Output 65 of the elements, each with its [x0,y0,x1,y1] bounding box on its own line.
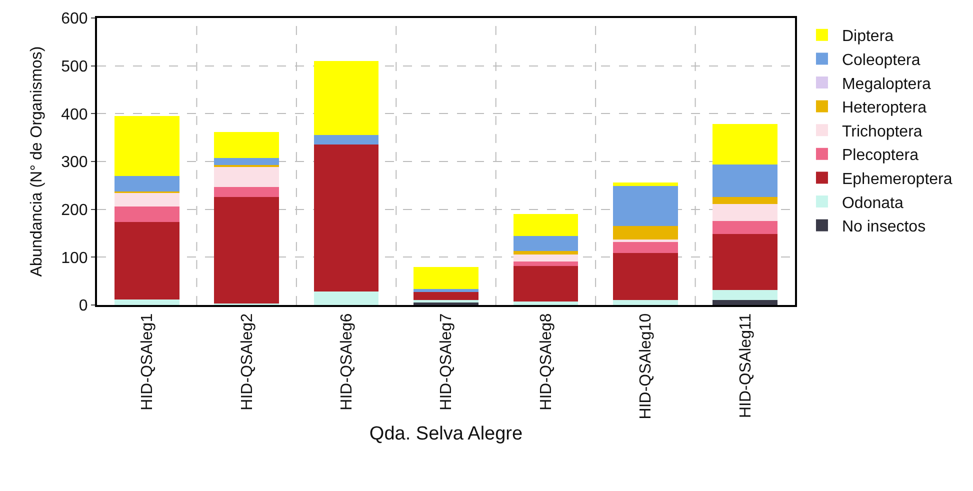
bar [613,300,678,305]
bar [114,116,180,176]
bar [214,132,279,158]
x-tick-label: HID-QSAleg11 [737,313,754,418]
x-tick-label: HID-QSAleg6 [338,313,356,410]
bar [613,186,678,226]
x-tick-label: HID-QSAleg8 [538,313,555,410]
bar [314,144,379,292]
bar [712,196,778,204]
bar [314,292,379,305]
bar [414,267,478,290]
y-tick-label: 0 [78,298,88,315]
bar [214,196,279,304]
bar [314,61,379,136]
y-tick-label: 400 [61,106,88,124]
bar [613,241,678,253]
y-tick-label: 200 [61,202,88,219]
legend-label: Coleoptera [842,52,920,69]
x-tick-label: HID-QSAleg10 [638,313,655,420]
bar [114,299,180,305]
legend-label: Trichoptera [842,123,922,140]
legend-label: Megaloptera [842,76,932,93]
bar [114,222,180,300]
legend-label: Diptera [842,28,894,46]
legend-label: Heteroptera [842,100,927,117]
bar [613,239,678,242]
bar [513,254,578,262]
bar [513,236,578,251]
bar [712,220,778,234]
bar [712,204,778,221]
legend-label: No insectos [842,218,926,236]
bar [712,164,778,197]
legend-label: Odonata [842,194,904,212]
bar [513,250,578,254]
bar [513,302,578,305]
y-axis-title: Abundancia (N° de Organismos) [28,46,46,277]
bar [214,186,279,197]
legend-label: Ephemeroptera [842,170,952,188]
x-tick-label: HID-QSAleg2 [238,313,256,410]
bar [712,300,778,305]
bar [513,261,578,266]
bar [214,167,279,187]
bar [613,182,678,186]
bar [414,300,478,303]
bar [712,290,778,300]
y-tick-label: 500 [61,58,88,76]
y-tick-label: 100 [61,250,88,267]
bar [613,252,678,300]
legend-label: Plecoptera [842,147,919,164]
bar [613,226,678,240]
bar [314,135,379,144]
bar [114,176,180,192]
bar [712,124,778,164]
bar [414,289,478,292]
bar [114,192,180,206]
bar [214,158,279,165]
x-tick-label: HID-QSAleg7 [438,313,456,410]
x-axis-title: Qda. Selva Alegre [369,424,523,445]
y-tick-label: 300 [61,154,88,172]
bar [712,234,778,290]
x-tick-label: HID-QSAleg1 [139,313,156,410]
bar [513,214,578,236]
bar [114,206,180,222]
bar [513,266,578,302]
y-tick-label: 600 [61,10,88,28]
